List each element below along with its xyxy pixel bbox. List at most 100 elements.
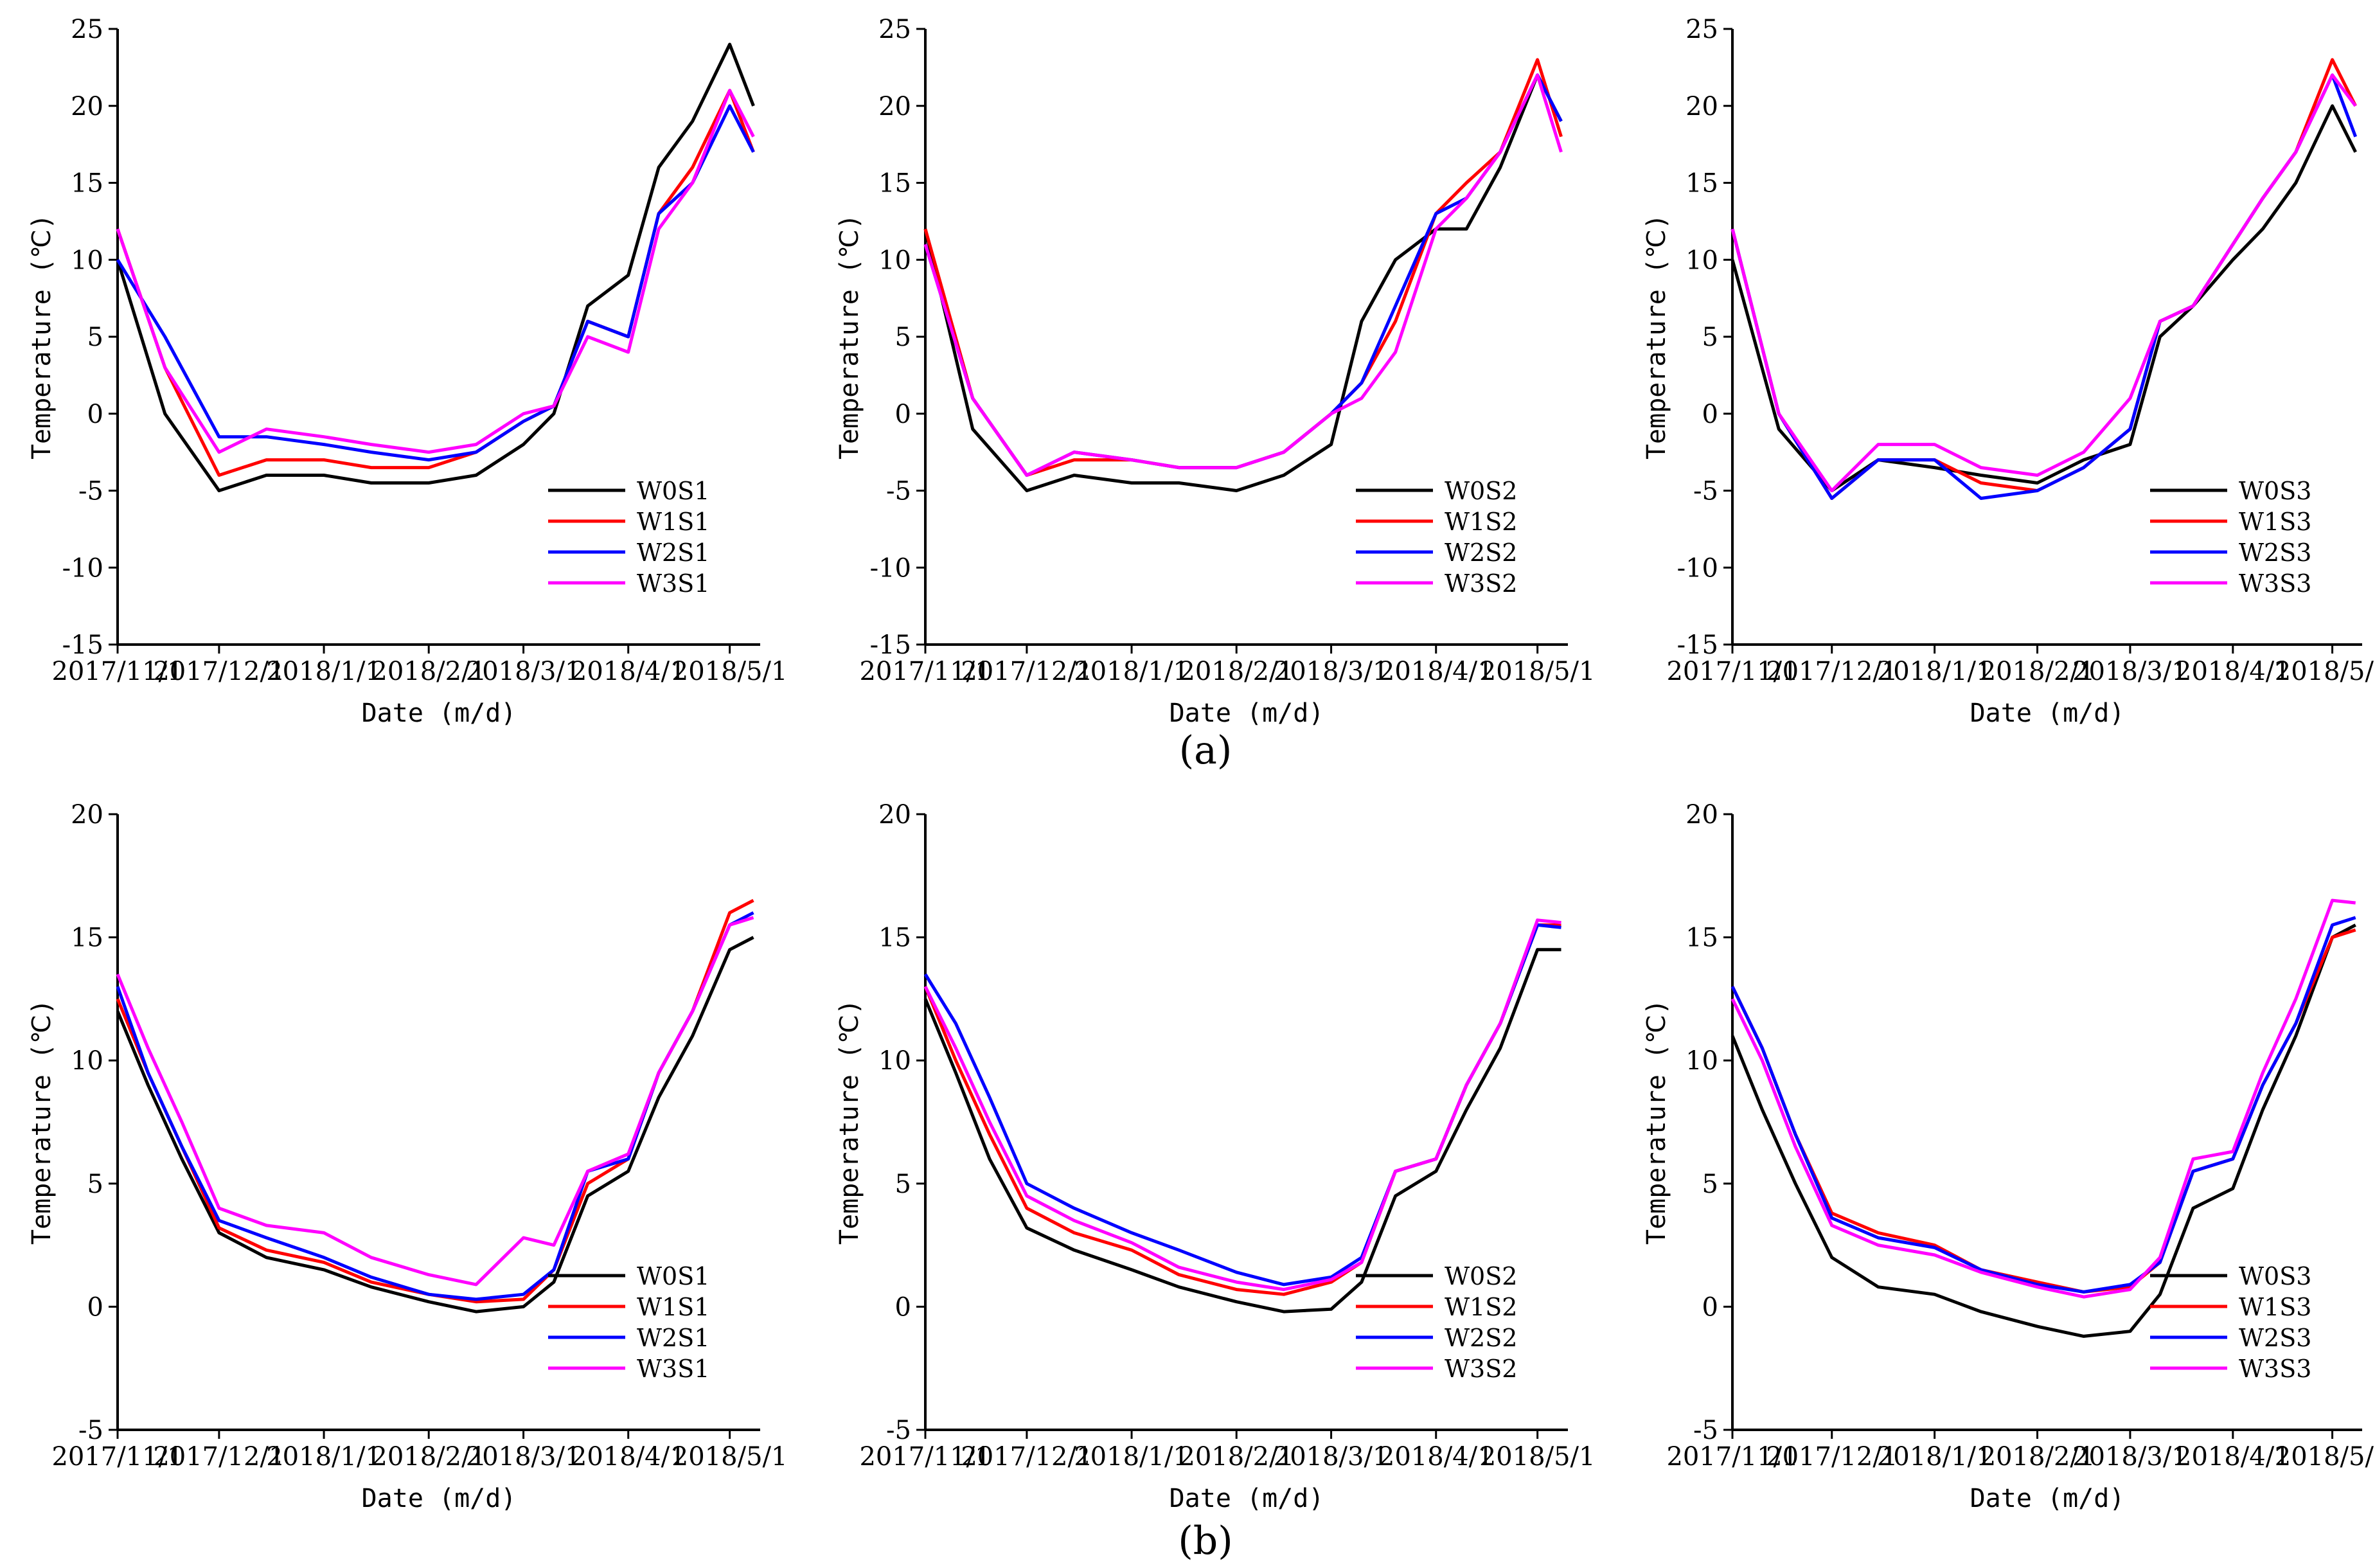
x-tick-label: 2018/5/1 xyxy=(2275,1442,2375,1472)
x-tick-label: 2018/1/1 xyxy=(1074,1442,1189,1472)
chart-6: -5051015202017/11/12017/12/12018/1/12018… xyxy=(1642,800,2375,1513)
series-line-W2S3 xyxy=(1730,916,2356,1294)
y-tick-label: 20 xyxy=(71,800,103,830)
legend-label: W3S1 xyxy=(637,1355,709,1383)
y-tick-label: 5 xyxy=(1702,323,1718,352)
y-axis-label: Temperature (℃) xyxy=(835,999,864,1245)
x-axis-label: Date (m/d) xyxy=(362,699,517,728)
x-tick-label: 2018/2/1 xyxy=(1980,657,2095,686)
x-tick-label: 2018/4/1 xyxy=(1378,1442,1494,1472)
y-tick-label: 15 xyxy=(71,169,103,199)
x-tick-label: 2017/11/1 xyxy=(51,1442,183,1472)
y-axis-label: Temperature (℃) xyxy=(27,214,57,459)
x-tick-label: 2018/4/1 xyxy=(2175,1442,2291,1472)
legend-label: W2S1 xyxy=(637,1324,709,1352)
y-axis-label: Temperature (℃) xyxy=(1642,999,1671,1245)
series-line-W0S2 xyxy=(923,73,1563,492)
legend-label: W0S3 xyxy=(2239,1262,2311,1290)
x-tick-label: 2017/12/1 xyxy=(153,1442,285,1472)
chart-2: -15-10-505101520252017/11/12017/12/12018… xyxy=(835,15,1595,728)
y-tick-label: 10 xyxy=(71,245,103,275)
x-tick-label: 2018/2/1 xyxy=(1179,1442,1294,1472)
legend-label: W0S2 xyxy=(1445,477,1517,505)
x-tick-label: 2018/4/1 xyxy=(2175,657,2291,686)
x-tick-label: 2017/12/1 xyxy=(961,657,1092,686)
x-tick-label: 2018/1/1 xyxy=(1877,657,1993,686)
legend-label: W1S2 xyxy=(1445,1293,1517,1321)
x-axis-label: Date (m/d) xyxy=(362,1484,517,1513)
x-tick-label: 2018/2/1 xyxy=(1179,657,1294,686)
y-axis-label: Temperature (℃) xyxy=(27,999,57,1245)
y-tick-label: 25 xyxy=(878,15,911,44)
y-tick-label: 5 xyxy=(87,323,103,352)
y-tick-label: 0 xyxy=(87,400,103,429)
y-tick-label: -10 xyxy=(870,553,911,583)
legend-label: W1S1 xyxy=(637,1293,709,1321)
legend-label: W0S1 xyxy=(637,1262,709,1290)
y-tick-label: -5 xyxy=(1693,477,1718,506)
series-line-W2S1 xyxy=(116,104,755,462)
x-tick-label: 2018/1/1 xyxy=(266,657,382,686)
x-tick-label: 2018/3/1 xyxy=(466,657,582,686)
x-tick-label: 2017/11/1 xyxy=(51,657,183,686)
y-tick-label: 0 xyxy=(1702,400,1718,429)
y-tick-label: -5 xyxy=(78,1416,103,1445)
y-tick-label: 20 xyxy=(878,800,911,830)
x-tick-label: 2018/4/1 xyxy=(571,657,686,686)
series-line-W0S1 xyxy=(116,936,754,1314)
y-tick-label: 20 xyxy=(1686,92,1718,121)
x-tick-label: 2018/5/1 xyxy=(672,1442,788,1472)
x-tick-label: 2018/4/1 xyxy=(571,1442,686,1472)
y-tick-label: 0 xyxy=(1702,1292,1718,1322)
x-tick-label: 2018/4/1 xyxy=(1378,657,1494,686)
legend-label: W1S3 xyxy=(2239,1293,2311,1321)
y-tick-label: 10 xyxy=(878,1046,911,1076)
legend-label: W1S1 xyxy=(637,508,709,536)
y-tick-label: -15 xyxy=(870,630,911,660)
y-tick-label: 5 xyxy=(895,323,911,352)
y-tick-label: -5 xyxy=(886,1416,911,1445)
legend-label: W2S2 xyxy=(1445,1324,1517,1352)
legend-label: W1S2 xyxy=(1445,508,1517,536)
y-tick-label: 15 xyxy=(1686,923,1718,953)
x-tick-label: 2018/1/1 xyxy=(1074,657,1189,686)
x-tick-label: 2018/3/1 xyxy=(1274,1442,1389,1472)
x-tick-label: 2017/12/1 xyxy=(961,1442,1092,1472)
x-axis-label: Date (m/d) xyxy=(1970,699,2125,728)
x-tick-label: 2018/3/1 xyxy=(2072,1442,2188,1472)
x-tick-label: 2017/12/1 xyxy=(153,657,285,686)
x-tick-label: 2017/11/1 xyxy=(859,1442,991,1472)
legend-label: W2S2 xyxy=(1445,539,1517,567)
y-tick-label: -10 xyxy=(1677,553,1718,583)
y-tick-label: -15 xyxy=(62,630,103,660)
y-tick-label: 20 xyxy=(1686,800,1718,830)
x-tick-label: 2018/3/1 xyxy=(466,1442,582,1472)
y-tick-label: -5 xyxy=(886,477,911,506)
y-tick-label: -10 xyxy=(62,553,103,583)
y-tick-label: 20 xyxy=(71,92,103,121)
chart-3: -15-10-505101520252017/11/12017/12/12018… xyxy=(1642,15,2375,728)
series-line-W3S3 xyxy=(1730,898,2356,1299)
chart-1: -15-10-505101520252017/11/12017/12/12018… xyxy=(27,15,787,728)
x-tick-label: 2018/3/1 xyxy=(1274,657,1389,686)
y-tick-label: 0 xyxy=(87,1292,103,1322)
legend-label: W2S3 xyxy=(2239,539,2311,567)
y-tick-label: 10 xyxy=(1686,1046,1718,1076)
y-tick-label: 15 xyxy=(878,923,911,953)
panel-label-b: (b) xyxy=(1178,1519,1232,1564)
legend-label: W3S3 xyxy=(2239,569,2311,598)
x-tick-label: 2018/5/1 xyxy=(2275,657,2375,686)
y-tick-label: 15 xyxy=(1686,169,1718,199)
x-tick-label: 2018/1/1 xyxy=(266,1442,382,1472)
x-axis-label: Date (m/d) xyxy=(1170,699,1324,728)
x-tick-label: 2018/2/1 xyxy=(371,1442,486,1472)
y-tick-label: -5 xyxy=(1693,1416,1718,1445)
series-line-W3S1 xyxy=(116,89,755,454)
y-tick-label: 0 xyxy=(895,400,911,429)
x-tick-label: 2018/1/1 xyxy=(1877,1442,1993,1472)
x-tick-label: 2018/5/1 xyxy=(672,657,788,686)
y-axis-label: Temperature (℃) xyxy=(1642,214,1671,459)
x-tick-label: 2017/11/1 xyxy=(859,657,991,686)
x-tick-label: 2018/2/1 xyxy=(1980,1442,2095,1472)
